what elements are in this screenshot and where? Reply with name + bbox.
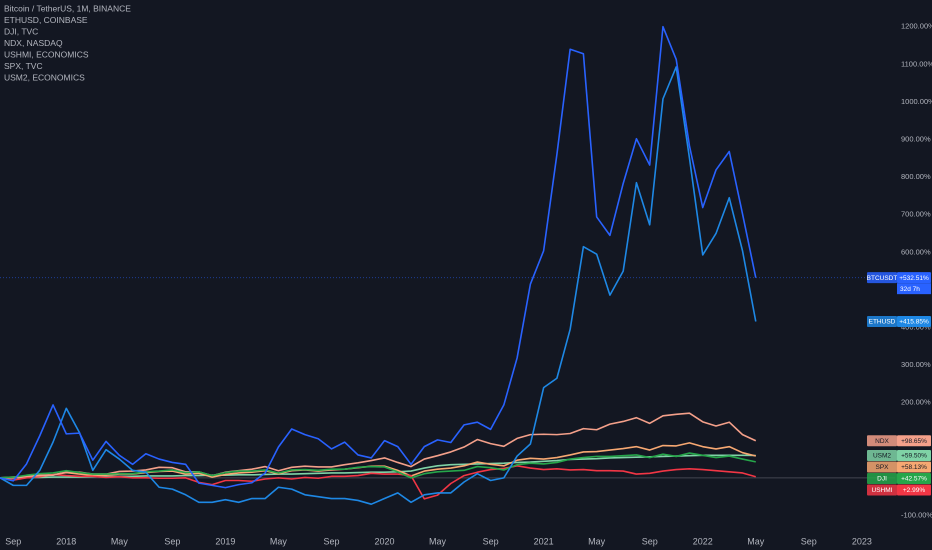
tag-symbol: USM2: [873, 453, 891, 460]
y-tick-label: 700.00%: [901, 210, 931, 219]
tag-value-box: [897, 272, 931, 284]
tag-value: +532.51%: [899, 275, 929, 282]
tag-value: +98.65%: [901, 438, 927, 445]
y-tick-label: 600.00%: [901, 247, 931, 256]
price-tag: USHMI +2.99%: [867, 484, 931, 496]
tag-value-box: [897, 484, 931, 496]
tag-value: +2.99%: [903, 487, 925, 494]
legend-entry: USM2, ECONOMICS: [4, 72, 85, 82]
tag-symbol-box: [867, 472, 897, 484]
x-tick-label: Sep: [483, 536, 499, 546]
legend-entry: SPX, TVC: [4, 61, 43, 71]
tag-value: +415.85%: [899, 319, 929, 326]
tag-symbol-box: [867, 316, 897, 328]
y-tick-label: -100.00%: [901, 510, 932, 519]
y-tick-label: 1100.00%: [901, 59, 932, 68]
x-tick-label: 2022: [693, 536, 713, 546]
countdown: 32d 7h: [900, 286, 920, 293]
y-tick-label: 300.00%: [901, 360, 931, 369]
price-tag: BTCUSDT +532.51% 32d 7h: [867, 272, 931, 295]
x-tick-label: 2023: [852, 536, 872, 546]
price-tag: SPX +58.13%: [867, 461, 931, 473]
x-tick-label: 2018: [56, 536, 76, 546]
series-line: [0, 25, 757, 489]
tag-symbol-box: [867, 484, 897, 496]
x-tick-label: 2021: [534, 536, 554, 546]
tag-symbol-box: [867, 272, 897, 284]
tag-symbol: NDX: [875, 438, 889, 445]
tag-value-box: [897, 316, 931, 328]
x-tick-label: 2020: [375, 536, 395, 546]
tag-value-box: [897, 472, 931, 484]
x-tick-label: Sep: [801, 536, 817, 546]
countdown-box: [897, 283, 931, 295]
legend-entry: DJI, TVC: [4, 26, 38, 36]
tag-symbol: USHMI: [872, 487, 893, 494]
series-line: [0, 454, 756, 479]
legend-entry: ETHUSD, COINBASE: [4, 15, 88, 25]
legend-entry: NDX, NASDAQ: [4, 38, 63, 48]
y-tick-label: 900.00%: [901, 134, 931, 143]
price-tag: NDX +98.65%: [867, 435, 931, 447]
y-tick-label: 1200.00%: [901, 22, 932, 31]
y-tick-label: 800.00%: [901, 172, 931, 181]
series-line: [0, 465, 756, 500]
x-tick-label: May: [588, 536, 606, 546]
tag-value: +58.13%: [901, 464, 927, 471]
x-tick-label: May: [747, 536, 765, 546]
tag-symbol-box: [867, 461, 897, 473]
tag-symbol: DJI: [877, 476, 887, 483]
legend-entry: USHMI, ECONOMICS: [4, 49, 89, 59]
x-tick-label: May: [270, 536, 288, 546]
price-tag: ETHUSD +415.85%: [867, 316, 931, 328]
tag-symbol-box: [867, 449, 897, 461]
x-tick-label: Sep: [5, 536, 21, 546]
tag-value: +42.57%: [901, 476, 927, 483]
tag-symbol: BTCUSDT: [867, 275, 898, 282]
tag-value-box: [897, 435, 931, 447]
y-tick-label: 200.00%: [901, 398, 931, 407]
x-tick-label: Sep: [164, 536, 180, 546]
tag-value-box: [897, 449, 931, 461]
tag-symbol-box: [867, 435, 897, 447]
legend-entry: Bitcoin / TetherUS, 1M, BINANCE: [4, 3, 131, 13]
tag-value-box: [897, 461, 931, 473]
series-line: [0, 452, 756, 479]
price-tag: DJI +42.57%: [867, 472, 931, 484]
x-tick-label: May: [429, 536, 447, 546]
series-line: [0, 66, 757, 505]
x-tick-label: Sep: [642, 536, 658, 546]
tag-symbol: ETHUSD: [869, 319, 896, 326]
price-tag: USM2 +59.50%: [867, 449, 931, 461]
x-tick-label: Sep: [323, 536, 339, 546]
tag-symbol: SPX: [875, 464, 889, 471]
series-line: [0, 412, 757, 479]
x-tick-label: 2019: [215, 536, 235, 546]
x-tick-label: May: [111, 536, 129, 546]
tag-value: +59.50%: [901, 453, 927, 460]
y-tick-label: 1000.00%: [901, 97, 932, 106]
